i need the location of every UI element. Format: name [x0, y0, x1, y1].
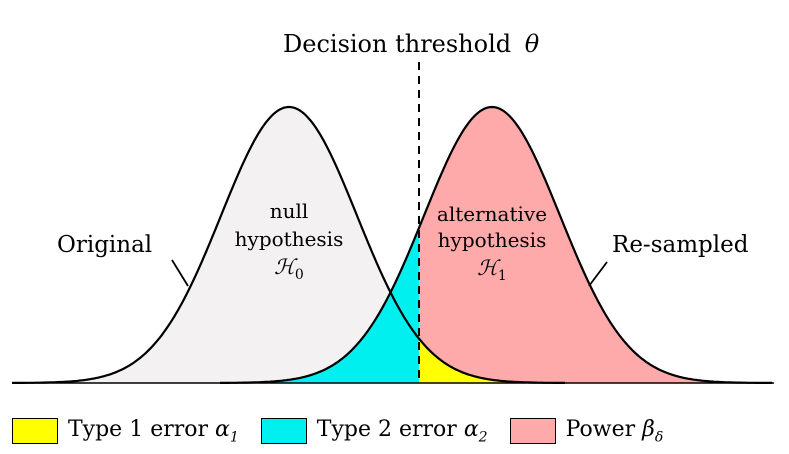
legend-label-type2: Type 2 error α2 [316, 416, 488, 446]
null-distribution-curve [12, 105, 565, 384]
null-label-line1: null [270, 199, 309, 223]
legend-item-power: Power βδ [509, 416, 664, 446]
threshold-title: Decision threshold θ [283, 30, 540, 58]
null-label-line2: hypothesis [235, 227, 344, 251]
legend: Type 1 error α1 Type 2 error α2 Power βδ [0, 414, 673, 448]
alt-label-line1: alternative [437, 202, 547, 226]
original-pointer [171, 259, 189, 287]
legend-swatch-type1 [12, 417, 58, 444]
type1-error-region [419, 338, 565, 383]
alternative-distribution-fill [419, 107, 772, 383]
legend-item-type2: Type 2 error α2 [260, 416, 488, 446]
alt-hypothesis-symbol: ℋ1 [477, 256, 507, 284]
legend-swatch-power [509, 417, 556, 444]
legend-label-type1: Type 1 error α1 [68, 416, 239, 446]
null-hypothesis-symbol: ℋ0 [274, 255, 304, 283]
legend-label-power: Power βδ [565, 416, 664, 446]
resampled-label: Re-sampled [612, 232, 749, 258]
resampled-pointer [588, 261, 608, 287]
legend-item-type1: Type 1 error α1 [12, 417, 239, 445]
type2-error-region [220, 227, 419, 383]
alt-label-line2: hypothesis [438, 228, 547, 252]
alternative-distribution-curve [220, 105, 772, 384]
null-distribution-fill [12, 107, 565, 383]
original-label: Original [57, 232, 152, 258]
legend-swatch-type2 [260, 417, 307, 444]
